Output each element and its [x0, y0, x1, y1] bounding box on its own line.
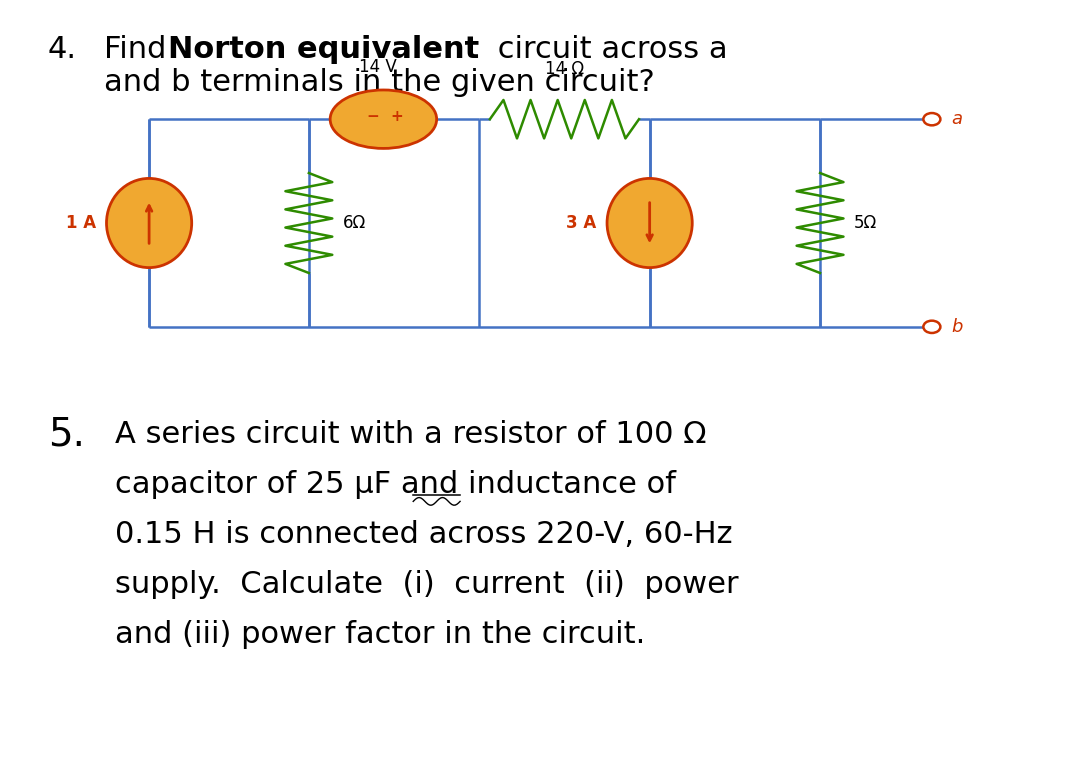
Text: supply.  Calculate  (i)  current  (ii)  power: supply. Calculate (i) current (ii) power: [115, 570, 739, 599]
Text: 4.: 4.: [48, 35, 77, 65]
Text: −: −: [366, 108, 379, 124]
Text: 14 Ω: 14 Ω: [545, 60, 584, 78]
Circle shape: [923, 321, 940, 333]
Text: A series circuit with a resistor of 100 Ω: A series circuit with a resistor of 100 …: [115, 420, 706, 449]
Text: 5.: 5.: [48, 415, 85, 454]
Text: 1 A: 1 A: [66, 214, 96, 232]
Text: +: +: [391, 109, 404, 125]
Circle shape: [923, 113, 940, 125]
Text: capacitor of 25 μF and inductance of: capacitor of 25 μF and inductance of: [115, 470, 676, 499]
Text: 5Ω: 5Ω: [854, 214, 878, 232]
Text: 3 A: 3 A: [567, 214, 596, 232]
Text: 6Ω: 6Ω: [343, 214, 366, 232]
Text: circuit across a: circuit across a: [488, 35, 727, 65]
Ellipse shape: [330, 90, 437, 148]
Text: a: a: [951, 110, 962, 128]
Text: 14 V: 14 V: [359, 58, 397, 76]
Text: 0.15 H is connected across 220-V, 60-Hz: 0.15 H is connected across 220-V, 60-Hz: [115, 520, 733, 549]
Text: Find: Find: [104, 35, 177, 65]
Text: and (iii) power factor in the circuit.: and (iii) power factor in the circuit.: [115, 620, 645, 649]
Ellipse shape: [106, 178, 192, 268]
Text: Norton equivalent: Norton equivalent: [168, 35, 479, 65]
Text: b: b: [951, 318, 963, 336]
Ellipse shape: [607, 178, 692, 268]
Text: and b terminals in the given circuit?: and b terminals in the given circuit?: [104, 68, 655, 97]
